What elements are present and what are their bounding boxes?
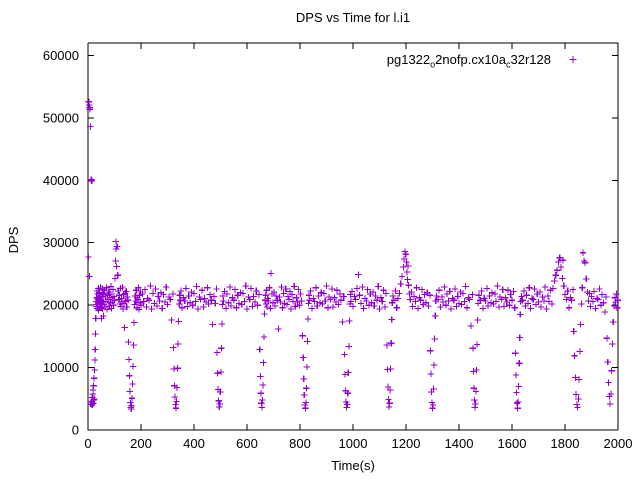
x-tick-label: 1600 bbox=[498, 436, 527, 451]
y-tick-label: 10000 bbox=[43, 360, 79, 375]
y-tick-label: 30000 bbox=[43, 235, 79, 250]
x-tick-label: 1800 bbox=[551, 436, 580, 451]
chart-title: DPS vs Time for l.i1 bbox=[296, 10, 410, 25]
x-tick-label: 1000 bbox=[339, 436, 368, 451]
x-tick-label: 600 bbox=[236, 436, 258, 451]
y-tick-label: 50000 bbox=[43, 110, 79, 125]
legend-plus-marker bbox=[569, 55, 577, 64]
y-axis-ticks: 0 10000 20000 30000 40000 50000 60000 bbox=[43, 48, 618, 438]
x-tick-label: 0 bbox=[84, 436, 91, 451]
y-tick-label: 60000 bbox=[43, 48, 79, 63]
y-tick-label: 40000 bbox=[43, 173, 79, 188]
x-tick-label: 2000 bbox=[604, 436, 633, 451]
legend-entry-label: pg1322o2nofp.cx10ac32r128 bbox=[387, 52, 551, 70]
x-axis-label: Time(s) bbox=[331, 458, 375, 473]
x-tick-label: 400 bbox=[183, 436, 205, 451]
y-tick-label: 0 bbox=[72, 423, 79, 438]
x-axis-ticks: 0 200 400 600 800 1000 1200 1400 1600 1800 2000 bbox=[84, 43, 632, 451]
x-tick-label: 1400 bbox=[445, 436, 474, 451]
chart-legend[interactable]: pg1322o2nofp.cx10ac32r128 bbox=[387, 52, 577, 70]
data-series-points bbox=[85, 98, 621, 412]
x-tick-label: 1200 bbox=[392, 436, 421, 451]
x-tick-label: 800 bbox=[289, 436, 311, 451]
x-tick-label: 200 bbox=[130, 436, 152, 451]
y-axis-label: DPS bbox=[6, 226, 21, 253]
y-tick-label: 20000 bbox=[43, 298, 79, 313]
